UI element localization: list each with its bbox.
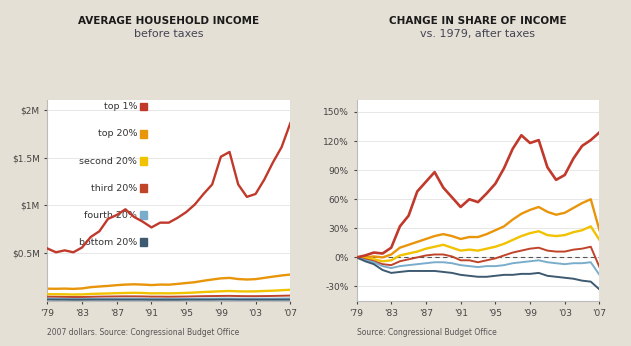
- FancyBboxPatch shape: [139, 184, 147, 192]
- FancyBboxPatch shape: [139, 157, 147, 165]
- Text: vs. 1979, after taxes: vs. 1979, after taxes: [420, 29, 536, 39]
- Text: Source: Congressional Budget Office: Source: Congressional Budget Office: [357, 328, 496, 337]
- Text: bottom 20%: bottom 20%: [79, 238, 137, 247]
- Text: CHANGE IN SHARE OF INCOME: CHANGE IN SHARE OF INCOME: [389, 16, 567, 26]
- Text: fourth 20%: fourth 20%: [85, 211, 137, 220]
- FancyBboxPatch shape: [139, 238, 147, 246]
- Text: top 20%: top 20%: [98, 129, 137, 138]
- FancyBboxPatch shape: [139, 103, 147, 110]
- FancyBboxPatch shape: [139, 211, 147, 219]
- Text: third 20%: third 20%: [91, 184, 137, 193]
- Text: second 20%: second 20%: [80, 156, 137, 165]
- Text: 2007 dollars. Source: Congressional Budget Office: 2007 dollars. Source: Congressional Budg…: [47, 328, 240, 337]
- Text: before taxes: before taxes: [134, 29, 204, 39]
- Text: AVERAGE HOUSEHOLD INCOME: AVERAGE HOUSEHOLD INCOME: [78, 16, 259, 26]
- FancyBboxPatch shape: [139, 130, 147, 138]
- Text: top 1%: top 1%: [103, 102, 137, 111]
